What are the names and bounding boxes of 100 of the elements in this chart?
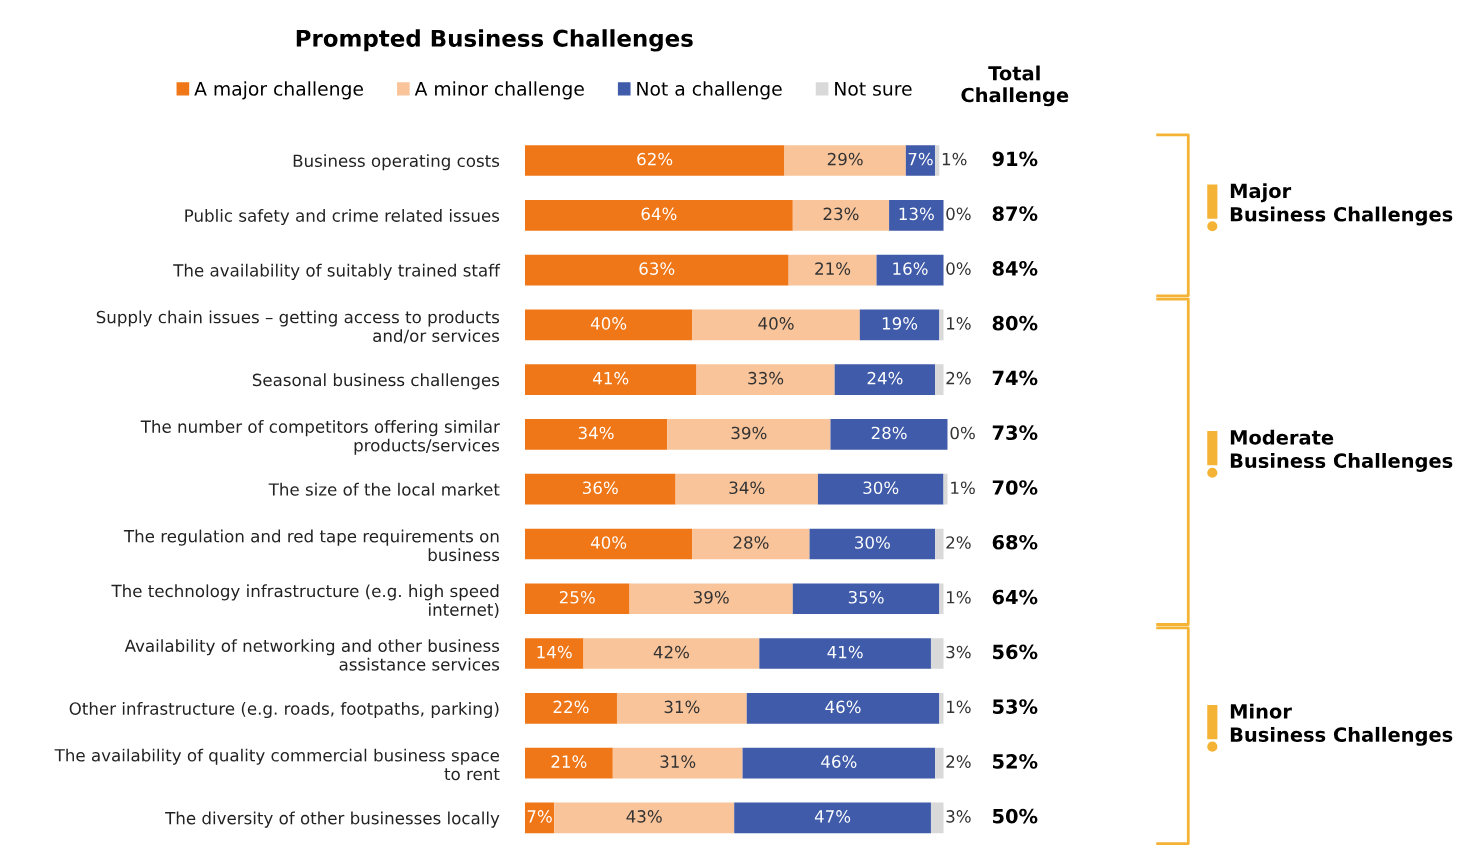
y-tick-label: The regulation and red tape requirements on business [123, 529, 500, 562]
bar [788, 254, 877, 286]
text: 56% [993, 644, 1038, 660]
bar [784, 145, 906, 176]
bar [935, 145, 940, 176]
y-tick-label: Seasonal business challenges [252, 373, 500, 390]
data-label: 0% [946, 262, 971, 275]
text: 84% [992, 261, 1038, 276]
data-label: 3% [946, 810, 971, 823]
bar [939, 692, 944, 724]
bar [583, 638, 760, 669]
data-label: 43% [626, 810, 662, 823]
data-label: 42% [653, 645, 689, 659]
data-label: 23% [823, 207, 859, 221]
bar [667, 419, 831, 450]
bar [692, 309, 860, 341]
bar [524, 692, 617, 724]
data-label: 28% [871, 426, 907, 440]
text: 87% [992, 206, 1038, 221]
data-label: 1% [951, 481, 975, 495]
bar [935, 747, 944, 779]
data-label: 35% [848, 590, 884, 604]
data-label: 0% [950, 426, 975, 440]
data-label: 31% [660, 755, 696, 768]
data-label: 1% [947, 317, 971, 330]
y-tick-label: The diversity of other businesses locally [165, 811, 500, 828]
data-label: 30% [863, 481, 899, 495]
text: Moderate Business Challenges [1230, 429, 1453, 472]
bar [930, 802, 944, 834]
bar [524, 583, 630, 615]
data-label: 30% [855, 536, 890, 549]
data-label: 34% [578, 426, 614, 440]
bar [809, 528, 936, 560]
data-label: 34% [729, 481, 765, 495]
chart-title: Prompted Business Challenges [296, 29, 693, 52]
data-label: 19% [882, 317, 918, 330]
bar [746, 692, 940, 724]
data-label: 40% [758, 317, 794, 330]
bar [759, 638, 931, 669]
bar [859, 309, 940, 341]
data-label: 14% [537, 645, 572, 659]
y-tick-label: Public safety and crime related issues [185, 208, 500, 226]
y-tick-label: Supply chain issues – getting access to products and/or services [96, 310, 500, 344]
bar [612, 747, 743, 779]
bar [935, 528, 944, 560]
y-tick-label: The size of the local market [268, 482, 500, 496]
data-label: 21% [551, 755, 587, 768]
bar [792, 583, 940, 615]
text: 68% [992, 534, 1038, 550]
bar [696, 364, 835, 395]
text: 74% [992, 370, 1038, 386]
bar [524, 199, 793, 231]
data-label: 40% [590, 536, 627, 549]
bar [830, 419, 948, 450]
data-label: 41% [827, 645, 863, 659]
data-label: 36% [582, 481, 618, 495]
bar [554, 802, 735, 834]
bar [889, 199, 944, 231]
bar [734, 802, 931, 834]
data-label: 2% [946, 371, 971, 385]
bar [935, 364, 944, 395]
bar [930, 638, 944, 669]
bar [876, 254, 944, 286]
y-tick-label: Business operating costs [293, 154, 500, 171]
text: Major Business Challenges [1230, 183, 1453, 226]
data-label: 33% [748, 371, 784, 385]
legend-label: A major challenge [194, 81, 363, 100]
text: 73% [992, 425, 1038, 441]
text: 91% [992, 151, 1038, 167]
bar [792, 199, 890, 231]
data-label: 46% [825, 700, 861, 714]
data-label: 16% [893, 262, 928, 275]
legend-label: Not sure [835, 81, 912, 96]
data-label: 13% [899, 207, 934, 221]
bar [616, 692, 747, 724]
data-label: 62% [637, 152, 673, 166]
data-label: 21% [815, 262, 851, 275]
bar [742, 747, 936, 779]
bar [675, 473, 818, 505]
bar [905, 145, 936, 176]
bar [524, 747, 613, 779]
bar [524, 473, 676, 505]
bar [834, 364, 936, 395]
data-label: 46% [821, 755, 857, 768]
bar [692, 528, 810, 560]
data-label: 63% [639, 262, 675, 275]
data-label: 64% [641, 207, 677, 221]
y-tick-label: Other infrastructure (e.g. roads, footpaths, parking) [69, 701, 499, 719]
data-label: 2% [946, 755, 971, 768]
data-label: 3% [946, 645, 971, 659]
bar [524, 364, 697, 395]
y-tick-label: The number of competitors offering similar products/services [140, 420, 500, 455]
bar [524, 638, 584, 669]
data-label: 1% [947, 700, 971, 714]
data-label: 1% [947, 590, 971, 604]
y-tick-label: The technology infrastructure (e.g. high speed internet) [111, 584, 499, 618]
bar [939, 583, 944, 615]
bar [524, 145, 785, 176]
data-label: 39% [731, 426, 767, 440]
bar [524, 528, 693, 560]
